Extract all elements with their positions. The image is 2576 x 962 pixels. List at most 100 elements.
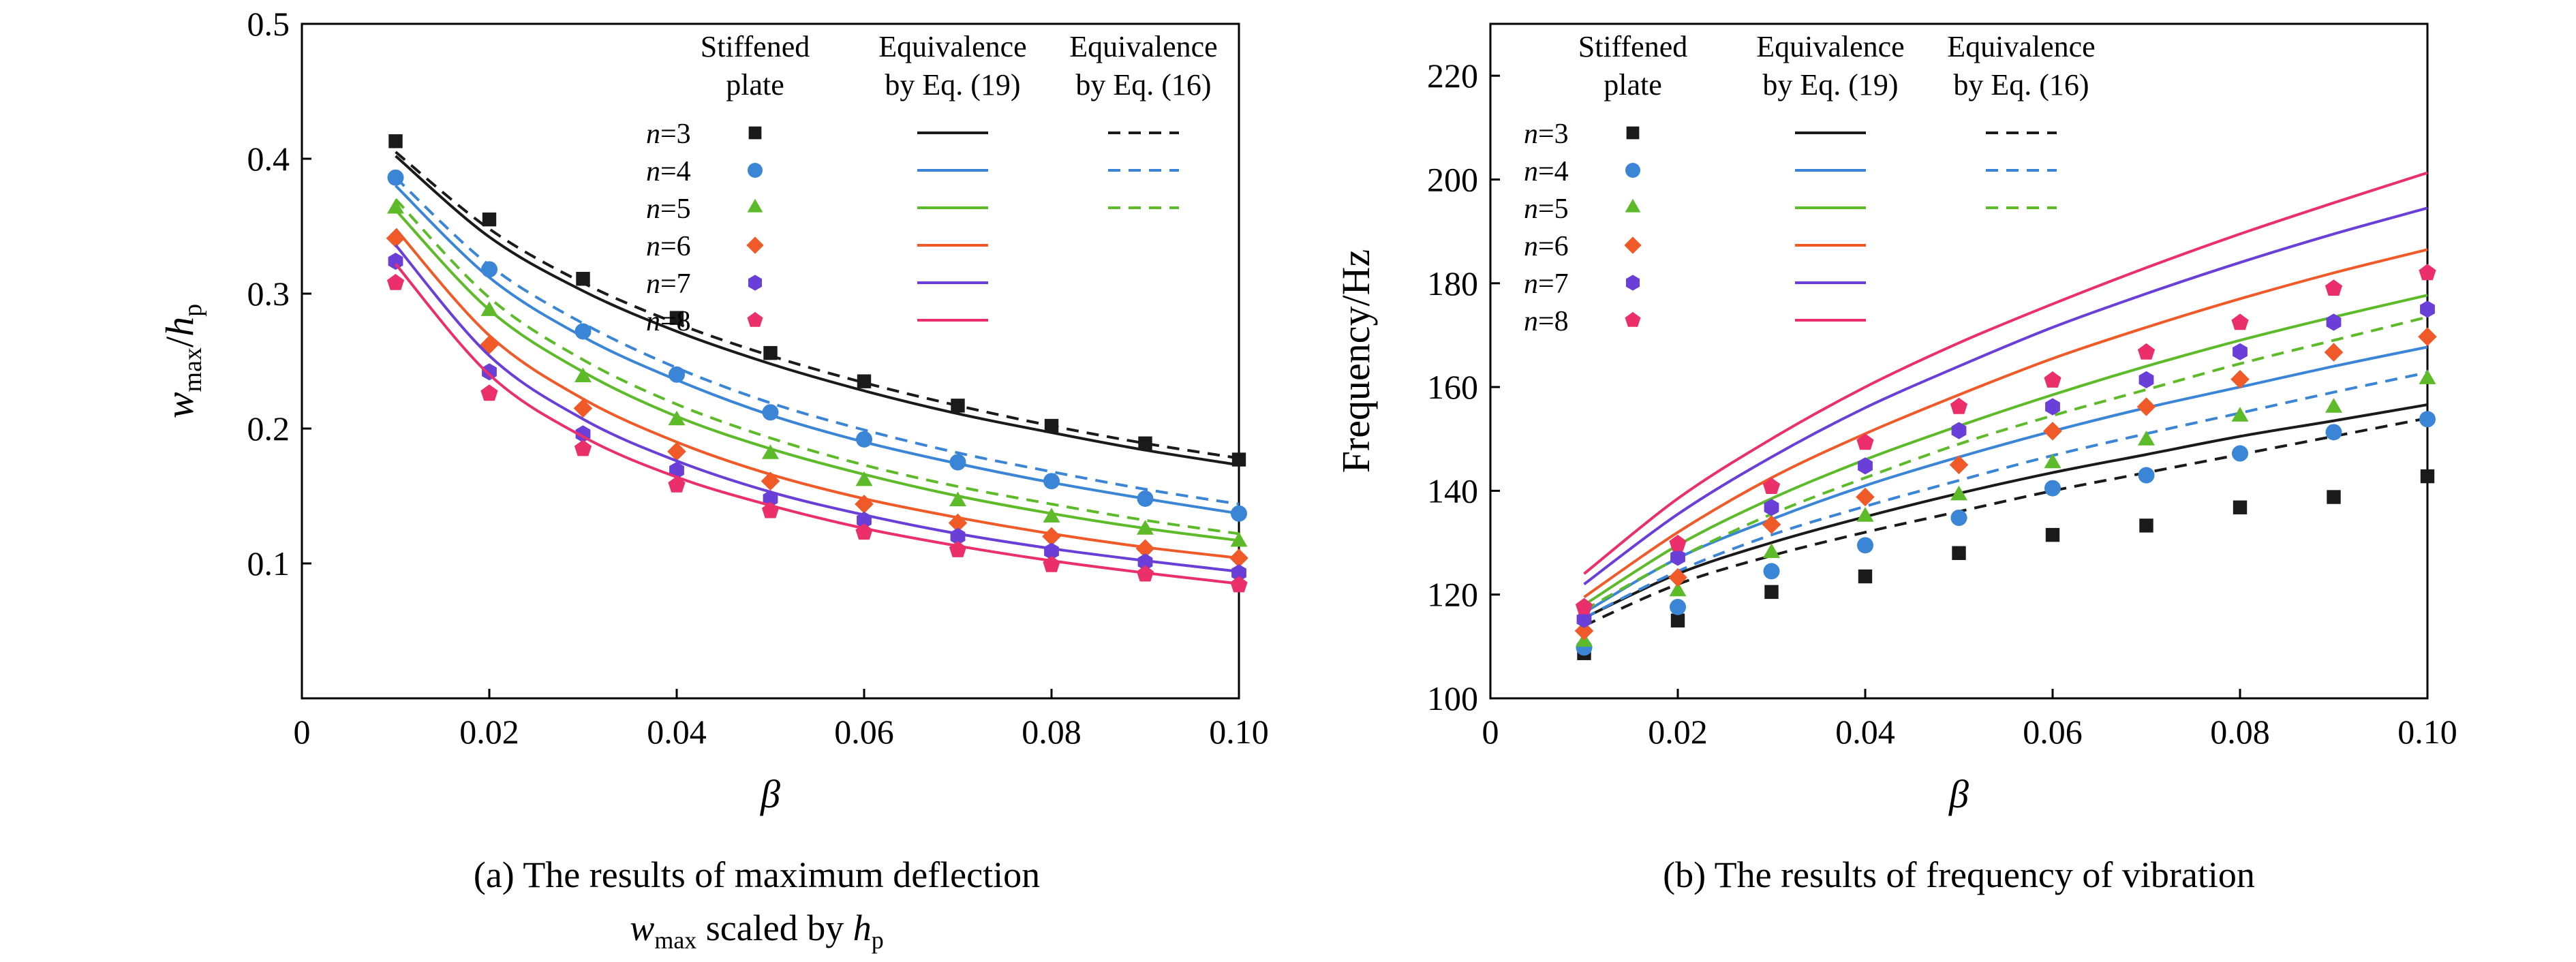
stiffened-point	[668, 410, 686, 426]
legend-label: n=8	[1524, 306, 1569, 337]
stiffened-point	[388, 134, 403, 149]
stiffened-point	[2419, 411, 2436, 428]
legend-label-var: n	[646, 268, 660, 300]
y-tick-label: 220	[1427, 57, 1478, 95]
panel-caption: (b) The results of frequency of vibratio…	[1663, 854, 2255, 895]
stiffened-point	[1951, 422, 1967, 439]
stiffened-point	[1669, 581, 1687, 597]
stiffened-point	[574, 367, 592, 382]
legend-marker	[748, 126, 762, 140]
stiffened-point	[1575, 598, 1593, 615]
series-n4	[387, 169, 1247, 522]
stiffened-point	[761, 501, 780, 518]
legend-label-rest: =7	[1538, 268, 1569, 300]
stiffened-point	[2044, 480, 2061, 497]
legend-label: n=7	[646, 268, 691, 300]
stiffened-point	[855, 471, 873, 486]
stiffened-point	[1668, 568, 1687, 587]
stiffened-point	[1857, 537, 1873, 554]
legend-label-var: n	[1524, 268, 1538, 300]
legend-marker	[1626, 275, 1640, 291]
stiffened-point	[2231, 407, 2249, 422]
legend-label-rest: =6	[660, 231, 691, 262]
series-n6	[386, 228, 1248, 568]
stiffened-point	[2418, 327, 2437, 346]
stiffened-point	[855, 523, 873, 540]
series-eq19-line	[1583, 294, 2428, 606]
series-n5	[387, 198, 1248, 547]
legend-label-var: n	[1524, 156, 1538, 187]
legend-label: n=3	[646, 119, 691, 150]
series-n7	[1576, 206, 2435, 628]
plot-frame	[1489, 22, 2429, 700]
series-n8	[386, 263, 1248, 593]
stiffened-point	[950, 527, 966, 545]
legend-header: by Eq. (16)	[1075, 68, 1211, 102]
stiffened-point	[1950, 485, 1967, 501]
series-n6	[1574, 248, 2437, 640]
stiffened-point	[1763, 543, 1780, 558]
legend-header: by Eq. (19)	[1762, 68, 1898, 102]
stiffened-point	[480, 384, 498, 401]
stiffened-point	[1138, 436, 1152, 450]
panel-caption-line2: wmax scaled by hp	[630, 907, 883, 954]
stiffened-point	[762, 404, 779, 421]
legend-header: plate	[726, 68, 784, 102]
stiffened-point	[480, 335, 499, 354]
stiffened-point	[1043, 473, 1060, 490]
series-n3	[388, 134, 1246, 467]
series-n8	[1575, 171, 2436, 615]
stiffened-point	[855, 495, 874, 514]
stiffened-point	[386, 229, 405, 248]
stiffened-point	[2326, 313, 2342, 331]
stiffened-point	[1231, 505, 1247, 522]
stiffened-point	[2136, 397, 2156, 416]
legend-label: n=6	[646, 231, 691, 262]
legend-marker	[748, 163, 763, 178]
stiffened-point	[951, 399, 965, 413]
stiffened-point	[1136, 565, 1154, 582]
y-tick-label: 0.3	[247, 275, 290, 313]
x-tick-label: 0.02	[1648, 713, 1708, 751]
legend-label: n=5	[1524, 193, 1569, 225]
legend-marker	[1625, 311, 1641, 327]
stiffened-point	[1858, 569, 1873, 584]
series-n3	[1577, 403, 2435, 660]
x-tick-label: 0.02	[459, 713, 519, 751]
legend-marker	[1625, 163, 1640, 178]
caption-var2: h	[853, 907, 872, 948]
y-tick-label: 0.1	[247, 544, 290, 583]
stiffened-point	[1669, 534, 1687, 551]
legend-label: n=6	[1524, 231, 1569, 262]
stiffened-point	[1950, 397, 1968, 414]
stiffened-point	[1137, 490, 1154, 507]
legend-marker	[748, 275, 762, 291]
y-axis-label: Frequency/Hz	[1334, 249, 1378, 474]
legend-label-rest: =8	[660, 306, 691, 337]
x-tick-label: 0	[1482, 713, 1499, 751]
caption-text: scaled by	[696, 907, 853, 948]
legend-label-rest: =3	[660, 119, 691, 150]
legend-marker	[747, 198, 763, 213]
legend-label-var: n	[646, 231, 660, 262]
stiffened-point	[1952, 546, 1966, 560]
legend-label-rest: =8	[1538, 306, 1569, 337]
legend-header: by Eq. (16)	[1953, 68, 2089, 102]
stiffened-point	[857, 512, 872, 529]
legend-header: by Eq. (19)	[885, 68, 1020, 102]
legend-label: n=7	[1524, 268, 1569, 300]
stiffened-point	[2233, 500, 2248, 514]
stiffened-point	[949, 454, 966, 471]
stiffened-point	[1670, 548, 1685, 566]
series-eq16-line	[1583, 416, 2428, 627]
stiffened-point	[1043, 508, 1060, 523]
series-eq16-line	[1583, 315, 2428, 612]
stiffened-point	[2419, 264, 2436, 281]
stiffened-point	[669, 311, 684, 325]
stiffened-point	[2232, 445, 2248, 462]
stiffened-point	[1042, 527, 1061, 546]
stiffened-point	[1762, 515, 1781, 534]
y-axis-label-sep: /	[157, 336, 202, 347]
legend-label-var: n	[646, 193, 660, 225]
